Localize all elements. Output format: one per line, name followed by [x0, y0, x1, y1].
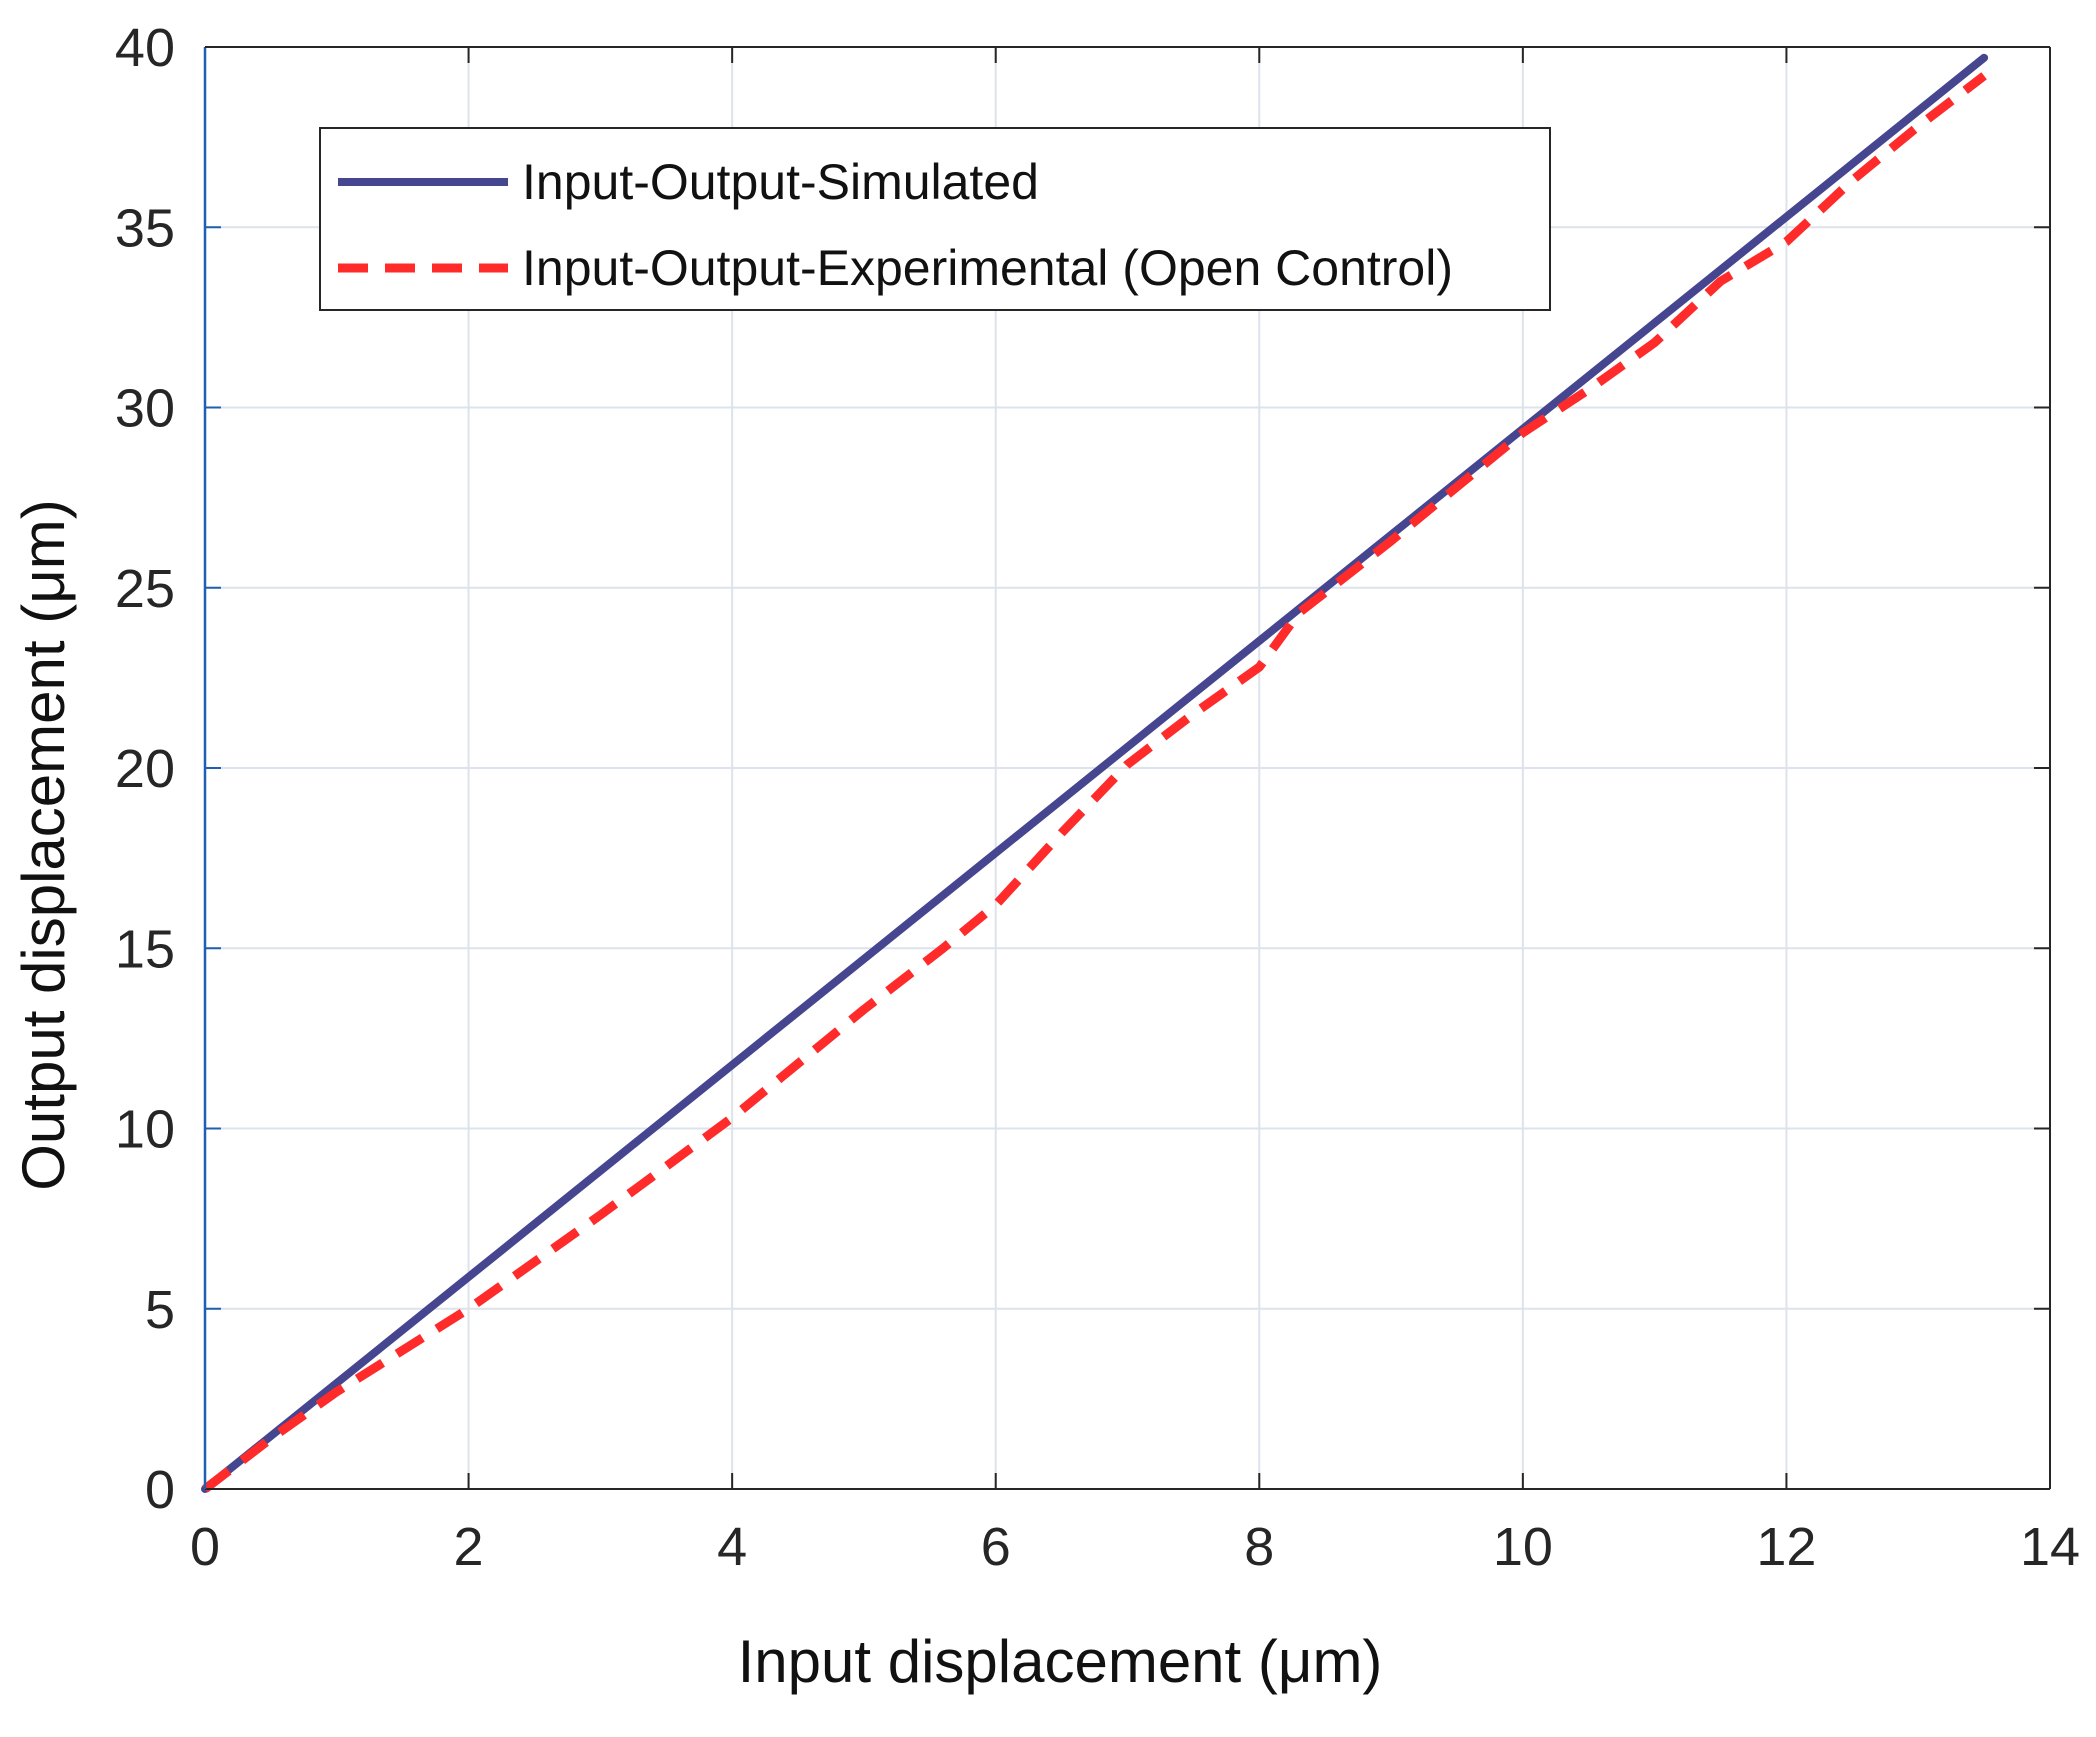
x-tick-label: 0 [190, 1517, 220, 1577]
legend-entries: Input-Output-Simulated Input-Output-Exper… [338, 154, 1453, 296]
x-tick-label: 10 [1493, 1517, 1553, 1577]
y-tick-label: 35 [115, 198, 175, 258]
y-tick-label: 0 [145, 1460, 175, 1520]
x-tick-label: 14 [2020, 1517, 2080, 1577]
y-tick-labels: 0 5 10 15 20 25 30 35 40 [115, 18, 175, 1520]
x-tick-label: 2 [454, 1517, 484, 1577]
y-tick-label: 25 [115, 559, 175, 619]
y-tick-label: 40 [115, 18, 175, 78]
x-tick-label: 4 [717, 1517, 747, 1577]
x-tick-label: 12 [1756, 1517, 1816, 1577]
legend-label: Input-Output-Experimental (Open Control) [522, 240, 1453, 296]
y-tick-label: 15 [115, 919, 175, 979]
plot-axes [203, 46, 2051, 1490]
legend: Input-Output-Simulated Input-Output-Exper… [319, 127, 1551, 311]
legend-label: Input-Output-Simulated [522, 154, 1039, 210]
x-axis-title: Input displacement (μm) [738, 1628, 1383, 1695]
y-tick-label: 30 [115, 379, 175, 439]
y-axis-title: Output displacement (μm) [10, 499, 77, 1191]
x-tick-labels: 0 2 4 6 8 10 12 14 [190, 1517, 2080, 1577]
x-tick-label: 8 [1244, 1517, 1274, 1577]
legend-box [319, 127, 1551, 311]
series-line-simulated [201, 53, 1989, 1493]
y-tick-label: 5 [145, 1280, 175, 1340]
y-tick-label: 10 [115, 1100, 175, 1160]
y-tick-label: 20 [115, 739, 175, 799]
x-tick-label: 6 [981, 1517, 1011, 1577]
series-lines [201, 53, 1989, 1493]
